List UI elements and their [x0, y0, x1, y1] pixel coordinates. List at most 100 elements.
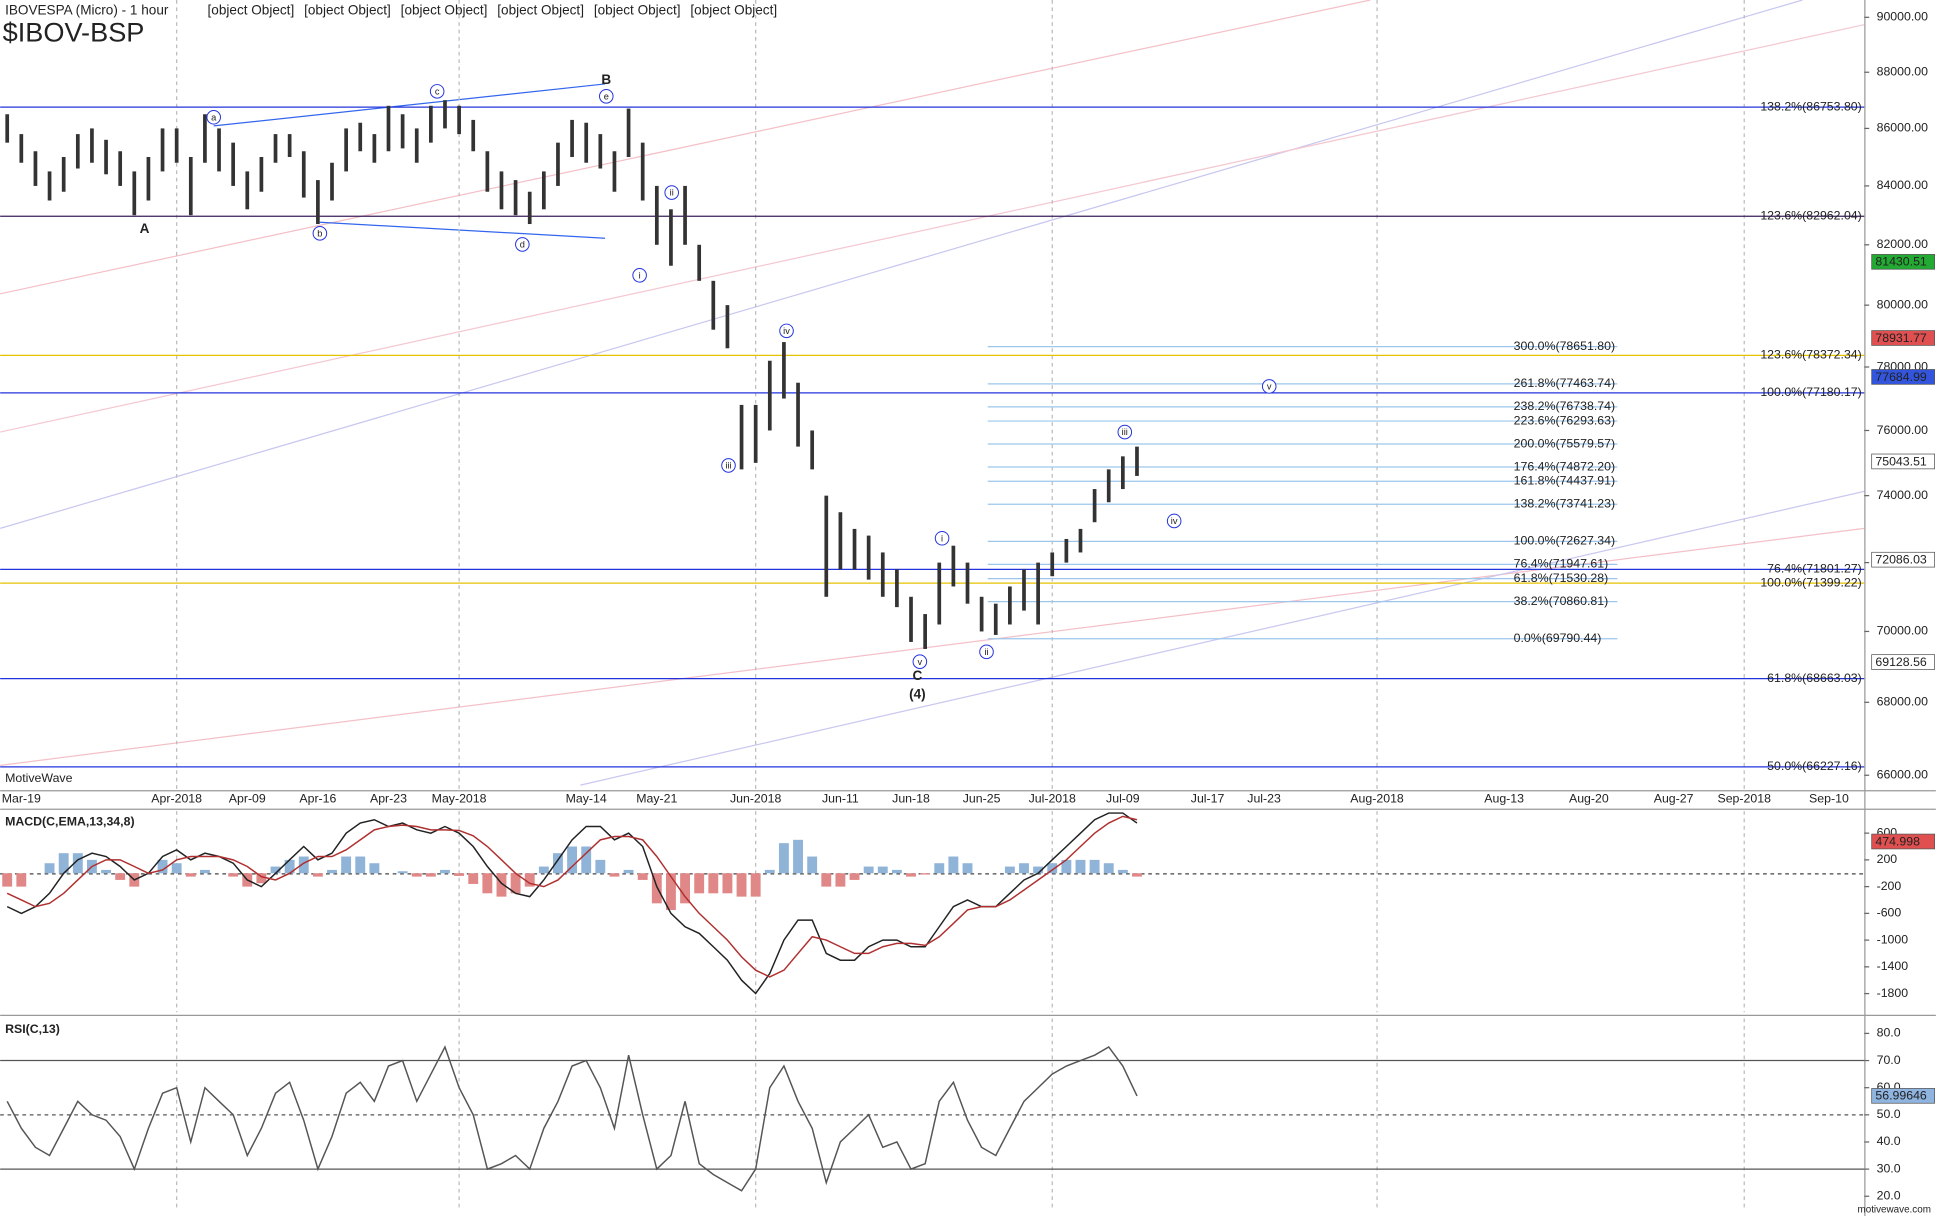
histogram-bar [1061, 859, 1072, 874]
price-bar [866, 535, 871, 580]
price-bar [217, 128, 221, 172]
value-box [1871, 330, 1935, 346]
histogram-bar [934, 863, 945, 874]
y-tick-label: 76000.00 [1877, 423, 1929, 437]
price-bar [245, 171, 250, 210]
fib-label: 223.6%(76293.63) [1514, 413, 1615, 427]
value-box-label: 474.998 [1875, 834, 1920, 848]
x-tick-label: Apr-23 [370, 792, 407, 806]
price-bar [1078, 528, 1083, 553]
y-tick-label: -1400 [1877, 959, 1909, 973]
histogram-bar [312, 873, 323, 877]
wave-label: iii [725, 460, 731, 470]
price-bar [937, 562, 942, 625]
price-bar [895, 569, 899, 608]
wave-circle [779, 323, 794, 339]
price-bar [612, 151, 617, 192]
histogram-bar [298, 856, 309, 874]
histogram-bar [482, 873, 493, 894]
histogram-bar [637, 873, 648, 880]
price-bar [485, 151, 490, 192]
y-tick-label: 20.0 [1877, 1189, 1901, 1203]
wave-circle [632, 268, 647, 283]
price-bar [584, 122, 589, 163]
price-bar [810, 430, 815, 470]
wave-label: iii [1122, 427, 1128, 437]
price-bar [132, 171, 137, 216]
price-bar [979, 596, 984, 632]
y-tick-label: 66000.00 [1877, 768, 1929, 782]
wave-label: A [140, 221, 150, 236]
x-tick-label: Mar-19 [2, 792, 41, 806]
histogram-bar [157, 859, 168, 874]
wave-circle [979, 644, 994, 660]
price-bar [513, 180, 518, 216]
channel-line [0, 0, 1803, 529]
y-tick-label: 70000.00 [1877, 624, 1929, 638]
wave-label: v [918, 657, 923, 667]
header-field: [object Object] [401, 3, 488, 18]
price-bar [556, 142, 560, 186]
fib-label: 123.6%(78372.34) [1760, 348, 1861, 362]
header-field: [object Object] [304, 3, 391, 18]
y-tick-label: 40.0 [1877, 1134, 1901, 1148]
price-bar [838, 512, 843, 570]
value-box-label: 78931.77 [1875, 331, 1927, 345]
histogram-bar [680, 873, 691, 904]
histogram-bar [793, 839, 803, 874]
fib-label: 161.8%(74437.91) [1514, 474, 1615, 488]
histogram-bar [891, 869, 902, 874]
histogram-bar [694, 873, 705, 894]
price-bar [626, 108, 631, 157]
histogram-bar [778, 843, 789, 874]
histogram-bar [185, 873, 196, 877]
price-bar [923, 614, 927, 649]
price-bar [767, 360, 772, 431]
y-tick-label: 90000.00 [1877, 10, 1929, 24]
histogram-bar [58, 853, 69, 874]
price-bar [287, 134, 292, 157]
header-field: [object Object] [497, 3, 584, 18]
fib-label: 100.0%(72627.34) [1514, 534, 1615, 548]
price-bar [753, 404, 758, 463]
histogram-bar [2, 873, 13, 887]
x-tick-label: Jul-09 [1106, 792, 1140, 806]
price-bar [711, 280, 716, 330]
price-bar [104, 139, 108, 175]
price-bar [174, 128, 179, 163]
price-bar [372, 134, 377, 163]
price-bar [782, 342, 786, 399]
histogram-bar [468, 873, 479, 884]
wave-line [213, 83, 606, 127]
symbol: $IBOV-BSP [3, 17, 145, 48]
histogram-bar [553, 853, 563, 874]
y-tick-label: 80000.00 [1877, 297, 1929, 311]
x-tick-label: Aug-27 [1654, 792, 1694, 806]
wave-label: b [317, 228, 322, 238]
histogram-bar [524, 873, 535, 887]
wave-label: (4) [909, 687, 926, 702]
histogram-bar [171, 863, 182, 874]
price-bar [301, 151, 306, 198]
y-tick-label: 80.0 [1877, 1026, 1901, 1040]
x-tick-label: Sep-2018 [1717, 792, 1771, 806]
price-bar [90, 128, 94, 163]
histogram-bar [270, 866, 281, 874]
price-bar [61, 156, 66, 192]
x-tick-label: May-21 [636, 792, 677, 806]
price-bar [160, 128, 165, 172]
price-bar [443, 100, 447, 129]
histogram-bar [750, 873, 761, 897]
price-bar [654, 185, 659, 245]
wave-circle [721, 458, 736, 473]
wave-label: v [1267, 381, 1272, 391]
histogram-bar [72, 853, 83, 874]
fib-label: 138.2%(86753.80) [1760, 99, 1861, 113]
value-box [1871, 654, 1935, 670]
price-bar [1106, 469, 1111, 503]
histogram-bar [1103, 863, 1114, 874]
fib-label: 123.6%(82962.04) [1760, 209, 1861, 223]
x-tick-label: Jul-17 [1191, 792, 1225, 806]
price-bar [358, 122, 363, 152]
y-tick-label: 50.0 [1877, 1107, 1901, 1121]
